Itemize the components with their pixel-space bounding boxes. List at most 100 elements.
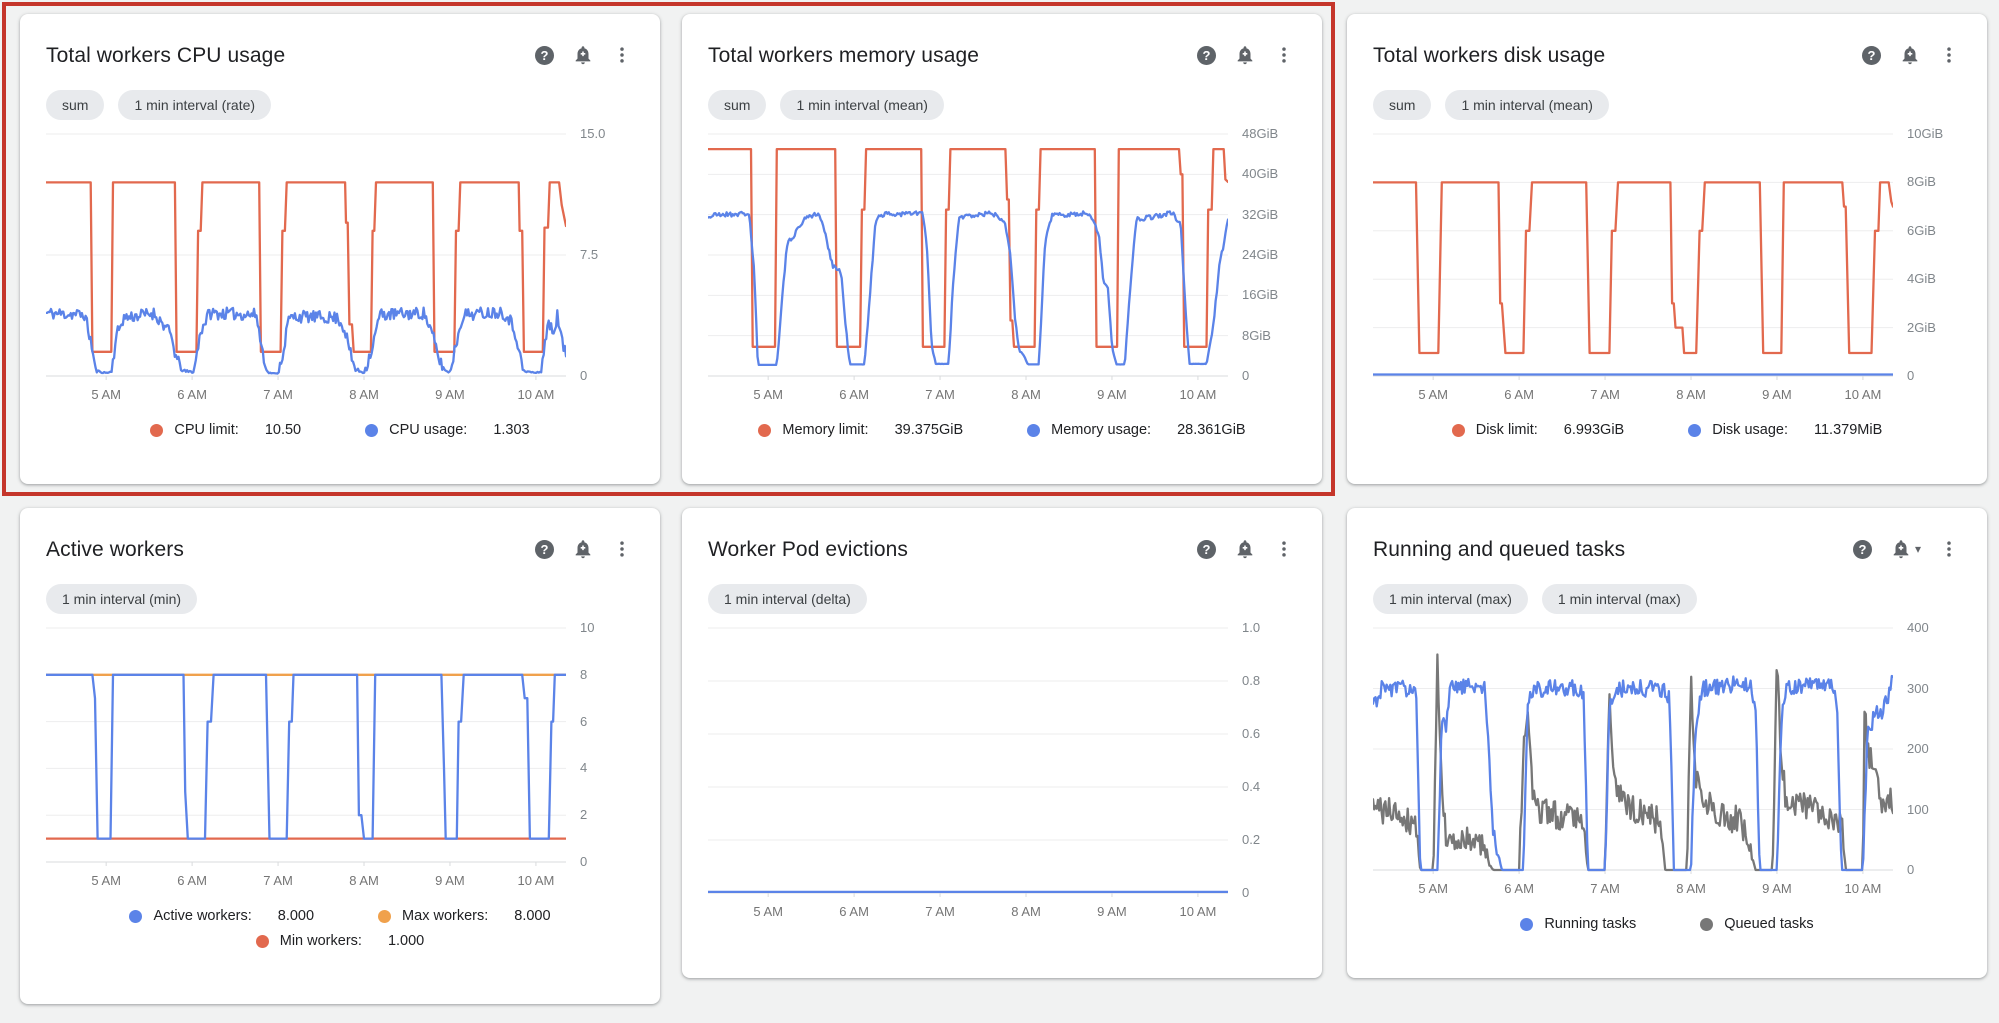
chart-plot[interactable]: 5 AM 6 AM 7 AM 8 AM 9 AM 10 AM bbox=[1373, 624, 1893, 902]
kebab-menu-icon bbox=[620, 47, 624, 63]
x-tick-label: 7 AM bbox=[1590, 387, 1620, 402]
kebab-menu-icon bbox=[620, 541, 624, 557]
x-tick-label: 9 AM bbox=[1762, 881, 1792, 896]
aggregation-chip[interactable]: 1 min interval (delta) bbox=[708, 584, 867, 614]
legend-value: 39.375GiB bbox=[894, 422, 964, 438]
y-tick-label: 0.8 bbox=[1242, 673, 1261, 688]
x-tick-label: 10 AM bbox=[1179, 387, 1217, 402]
more-options-button[interactable] bbox=[1272, 42, 1296, 68]
card-title: Total workers memory usage bbox=[708, 44, 980, 67]
kebab-menu-icon bbox=[1282, 47, 1286, 63]
chart-plot[interactable]: 5 AM 6 AM 7 AM 8 AM 9 AM 10 AM bbox=[46, 624, 566, 894]
create-alert-button[interactable] bbox=[1897, 42, 1923, 68]
chart-card: Running and queued tasks ? ▾ bbox=[1347, 508, 1987, 978]
series-line-disk-limit bbox=[1373, 181, 1893, 355]
y-tick-label: 0.2 bbox=[1242, 832, 1261, 847]
aggregation-chip[interactable]: 1 min interval (min) bbox=[46, 584, 198, 614]
help-icon: ? bbox=[1862, 45, 1881, 65]
chart-card: Total workers disk usage ? bbox=[1347, 14, 1987, 484]
create-alert-button[interactable] bbox=[570, 42, 596, 68]
card-actions: ? bbox=[1195, 42, 1296, 68]
aggregation-chip[interactable]: 1 min interval (max) bbox=[1373, 584, 1528, 614]
y-tick-label: 24GiB bbox=[1242, 247, 1279, 262]
legend-value: 1.303 bbox=[493, 422, 530, 438]
card-actions: ? ▾ bbox=[1851, 536, 1961, 562]
x-axis-labels: 5 AM 6 AM 7 AM 8 AM 9 AM 10 AM bbox=[46, 380, 566, 408]
y-tick-label: 8GiB bbox=[1242, 327, 1271, 343]
more-options-button[interactable] bbox=[610, 42, 634, 68]
legend-item[interactable]: Memory usage: 28.361GiB bbox=[1027, 422, 1246, 438]
y-tick-label: 48GiB bbox=[1242, 126, 1279, 141]
chart-plot[interactable]: 5 AM 6 AM 7 AM 8 AM 9 AM 10 AM bbox=[1373, 130, 1893, 408]
more-options-button[interactable] bbox=[610, 536, 634, 562]
x-tick-label: 8 AM bbox=[349, 387, 379, 402]
add-alert-icon bbox=[1893, 540, 1909, 559]
aggregation-chip[interactable]: 1 min interval (max) bbox=[1541, 584, 1697, 614]
aggregation-chip[interactable]: 1 min interval (mean) bbox=[1445, 90, 1609, 120]
alert-caret-icon: ▾ bbox=[1914, 542, 1921, 556]
chart-canvas bbox=[708, 627, 1228, 897]
create-alert-button[interactable] bbox=[1232, 536, 1258, 562]
card-header: Running and queued tasks ? ▾ bbox=[1373, 534, 1961, 562]
y-tick-label: 2 bbox=[580, 807, 588, 823]
create-alert-button[interactable] bbox=[570, 536, 596, 562]
aggregation-chip[interactable]: sum bbox=[708, 90, 767, 120]
chart-plot[interactable]: 5 AM 6 AM 7 AM 8 AM 9 AM 10 AM bbox=[46, 130, 566, 408]
x-tick-label: 5 AM bbox=[753, 904, 783, 919]
chart-canvas bbox=[708, 133, 1228, 380]
card-header: Total workers CPU usage ? bbox=[46, 40, 634, 68]
aggregation-chip[interactable]: sum bbox=[46, 90, 105, 120]
chart-plot[interactable]: 5 AM 6 AM 7 AM 8 AM 9 AM 10 AM bbox=[708, 624, 1228, 925]
legend-item[interactable]: Queued tasks bbox=[1700, 916, 1814, 932]
help-button[interactable]: ? bbox=[1195, 44, 1218, 67]
legend-item[interactable]: CPU limit: 10.50 bbox=[150, 422, 301, 438]
help-button[interactable]: ? bbox=[533, 44, 556, 67]
x-tick-label: 5 AM bbox=[753, 387, 783, 402]
legend-value: 28.361GiB bbox=[1177, 422, 1246, 438]
plot-row: 5 AM 6 AM 7 AM 8 AM 9 AM 10 AM 400 300 200 100 0 bbox=[1373, 620, 1961, 902]
aggregation-chip[interactable]: 1 min interval (mean) bbox=[780, 90, 944, 120]
add-alert-icon bbox=[1237, 540, 1253, 559]
legend-label: Max workers: bbox=[402, 908, 489, 924]
aggregation-chip[interactable]: sum bbox=[1373, 90, 1432, 120]
legend-label: Disk limit: bbox=[1475, 422, 1538, 438]
kebab-menu-icon bbox=[1282, 541, 1286, 557]
more-options-button[interactable] bbox=[1937, 42, 1961, 68]
legend-item[interactable]: Running tasks bbox=[1520, 916, 1636, 932]
legend-dot bbox=[1027, 423, 1041, 437]
chart-plot[interactable]: 5 AM 6 AM 7 AM 8 AM 9 AM 10 AM bbox=[708, 130, 1228, 408]
x-axis-labels: 5 AM 6 AM 7 AM 8 AM 9 AM 10 AM bbox=[1373, 380, 1893, 408]
more-options-button[interactable] bbox=[1272, 536, 1296, 562]
help-icon: ? bbox=[1197, 539, 1216, 559]
legend-dot bbox=[255, 934, 269, 948]
legend-item[interactable]: CPU usage: 1.303 bbox=[365, 422, 530, 438]
legend-item[interactable]: Memory limit: 39.375GiB bbox=[758, 422, 963, 438]
card-header: Total workers disk usage ? bbox=[1373, 40, 1961, 68]
series-line-running-tasks bbox=[1373, 674, 1893, 872]
help-button[interactable]: ? bbox=[1851, 538, 1874, 561]
legend-label: CPU limit: bbox=[174, 422, 239, 438]
more-options-button[interactable] bbox=[1937, 536, 1961, 562]
y-tick-label: 10GiB bbox=[1907, 126, 1944, 141]
add-alert-icon bbox=[1902, 46, 1918, 65]
aggregation-chip[interactable]: 1 min interval (rate) bbox=[118, 90, 272, 120]
help-icon: ? bbox=[535, 539, 554, 559]
legend-item[interactable]: Max workers: 8.000 bbox=[378, 908, 551, 924]
x-tick-label: 5 AM bbox=[91, 387, 121, 402]
y-tick-label: 0 bbox=[1907, 862, 1915, 877]
legend-item[interactable]: Min workers: 1.000 bbox=[255, 933, 424, 949]
legend-item[interactable]: Active workers: 8.000 bbox=[129, 908, 314, 924]
help-button[interactable]: ? bbox=[533, 538, 556, 561]
create-alert-button[interactable]: ▾ bbox=[1888, 536, 1923, 562]
help-button[interactable]: ? bbox=[1195, 538, 1218, 561]
chart-legend: Disk limit: 6.993GiB Disk usage: 11.379MiB bbox=[1373, 422, 1961, 438]
create-alert-button[interactable] bbox=[1232, 42, 1258, 68]
legend-item[interactable]: Disk usage: 11.379MiB bbox=[1688, 422, 1882, 438]
y-tick-label: 0 bbox=[1242, 368, 1250, 383]
plot-row: 5 AM 6 AM 7 AM 8 AM 9 AM 10 AM 48GiB 40GiB 32Gi… bbox=[708, 126, 1296, 408]
help-icon: ? bbox=[1852, 539, 1872, 559]
help-button[interactable]: ? bbox=[1860, 44, 1883, 67]
legend-item[interactable]: Disk limit: 6.993GiB bbox=[1451, 422, 1624, 438]
x-tick-label: 7 AM bbox=[1590, 881, 1620, 896]
